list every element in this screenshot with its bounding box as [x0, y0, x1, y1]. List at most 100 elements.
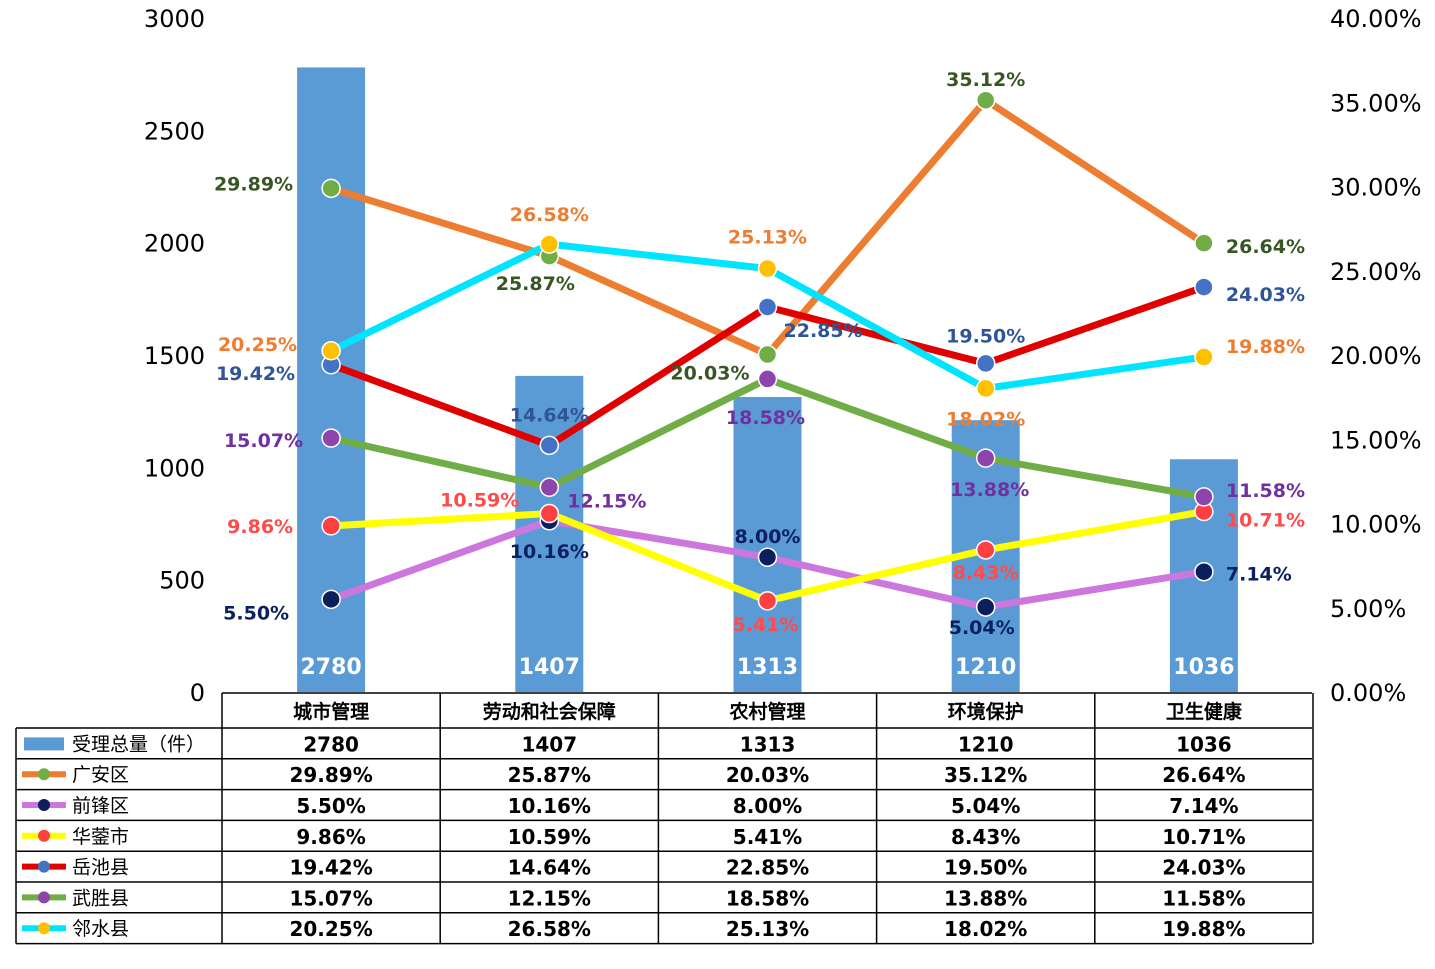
table-cell: 19.88%	[1162, 917, 1245, 941]
y-right-tick-label: 35.00%	[1330, 89, 1422, 117]
legend-label: 广安区	[72, 764, 129, 786]
bar-data-label: 2780	[300, 655, 361, 680]
y-right-tick-label: 25.00%	[1330, 258, 1422, 286]
table-cell: 19.42%	[289, 856, 372, 880]
table-cell: 14.64%	[508, 856, 591, 880]
series-point	[321, 178, 341, 199]
table-cell: 1313	[740, 732, 796, 756]
series-point	[757, 547, 778, 567]
series-point	[321, 428, 341, 448]
y-axis-left: 0 500 1000 1500 2000 2500 3000	[144, 5, 205, 707]
table-cell: 5.04%	[951, 794, 1020, 818]
point-data-label: 22.85%	[784, 320, 863, 342]
series-point	[1194, 233, 1214, 253]
table-cell: 8.43%	[951, 825, 1020, 849]
table-cell: 19.50%	[944, 856, 1027, 880]
point-data-label: 19.50%	[946, 325, 1025, 347]
point-data-label: 29.89%	[214, 173, 293, 195]
table-cell: 18.58%	[726, 886, 809, 910]
bar-data-label: 1313	[737, 655, 798, 680]
table-cell: 7.14%	[1169, 794, 1238, 818]
y-left-tick-label: 2500	[144, 117, 205, 145]
y-left-tick-label: 1500	[144, 342, 205, 370]
category-label: 农村管理	[728, 700, 805, 723]
line-series	[321, 90, 1214, 617]
table-cell: 1210	[958, 732, 1014, 756]
legend-swatch-marker	[38, 922, 50, 935]
table-cell: 20.25%	[289, 917, 372, 941]
series-point	[539, 234, 560, 254]
table-cell: 1407	[521, 732, 577, 756]
series-point	[539, 477, 560, 498]
legend-swatch-bar	[24, 737, 64, 751]
legend-swatch-marker	[38, 860, 50, 873]
table-cell: 1036	[1176, 732, 1232, 756]
point-labels: 29.89% 25.87% 20.03% 35.12% 26.64% 5.50% 10.16…	[214, 69, 1305, 639]
series-point	[539, 435, 560, 456]
table-cell: 35.12%	[944, 763, 1027, 787]
legend-label: 华蓥市	[72, 826, 129, 848]
point-data-label: 13.88%	[950, 479, 1029, 501]
bar-data-label: 1036	[1173, 655, 1234, 680]
y-right-tick-label: 40.00%	[1330, 5, 1422, 33]
bar	[733, 397, 802, 692]
point-data-label: 10.16%	[510, 541, 589, 563]
category-label: 劳动和社会保障	[483, 700, 616, 723]
series-point	[321, 516, 341, 536]
series-point	[757, 591, 778, 611]
y-right-tick-label: 30.00%	[1330, 174, 1422, 202]
series-point	[1194, 347, 1214, 367]
series-point	[1194, 561, 1214, 582]
y-right-tick-label: 0.00%	[1330, 679, 1406, 707]
point-data-label: 15.07%	[224, 430, 303, 452]
category-label: 卫生健康	[1166, 700, 1243, 723]
table-cell: 10.16%	[508, 794, 591, 818]
point-data-label: 35.12%	[946, 69, 1025, 91]
table-cell: 25.13%	[726, 917, 809, 941]
point-data-label: 14.64%	[510, 404, 589, 426]
legend-swatch-marker	[38, 829, 50, 842]
point-data-label: 7.14%	[1226, 564, 1292, 586]
legend-swatch-marker	[38, 799, 50, 811]
point-data-label: 5.50%	[223, 602, 289, 624]
point-data-label: 10.71%	[1226, 510, 1305, 532]
y-right-tick-label: 15.00%	[1330, 426, 1422, 454]
table-cell: 8.00%	[733, 794, 802, 818]
y-right-tick-label: 10.00%	[1330, 511, 1422, 539]
table-cell: 29.89%	[289, 763, 372, 787]
point-data-label: 26.58%	[510, 204, 589, 226]
point-data-label: 18.02%	[946, 408, 1025, 430]
point-data-label: 24.03%	[1226, 284, 1305, 306]
table-cell: 5.50%	[296, 794, 365, 818]
legend-label: 岳池县	[72, 857, 129, 879]
table-cell: 22.85%	[726, 856, 809, 880]
legend-label: 邻水县	[72, 918, 129, 940]
table-cell: 2780	[303, 732, 359, 756]
bar-data-label: 1210	[955, 655, 1016, 680]
table-cell: 13.88%	[944, 886, 1027, 910]
table-cell: 18.02%	[944, 917, 1027, 941]
table-cell: 15.07%	[289, 886, 372, 910]
point-data-label: 19.88%	[1226, 336, 1305, 358]
series-point	[757, 344, 778, 365]
table-cell: 24.03%	[1162, 856, 1245, 880]
legend-swatch-marker	[38, 768, 50, 781]
series-point	[757, 258, 778, 279]
legend-label: 受理总量（件）	[72, 733, 205, 755]
series-point	[539, 503, 560, 524]
y-left-tick-label: 500	[159, 567, 205, 595]
table-cell: 12.15%	[508, 886, 591, 910]
series-point	[975, 378, 996, 399]
series-point	[757, 369, 778, 389]
series-point	[975, 353, 996, 374]
y-left-tick-label: 3000	[144, 5, 205, 33]
point-data-label: 12.15%	[567, 490, 646, 512]
point-data-label: 20.03%	[670, 362, 749, 384]
series-point	[321, 589, 341, 610]
series-point	[321, 341, 341, 361]
point-data-label: 18.58%	[726, 407, 805, 429]
series-point	[1194, 277, 1214, 297]
point-data-label: 10.59%	[440, 490, 519, 512]
